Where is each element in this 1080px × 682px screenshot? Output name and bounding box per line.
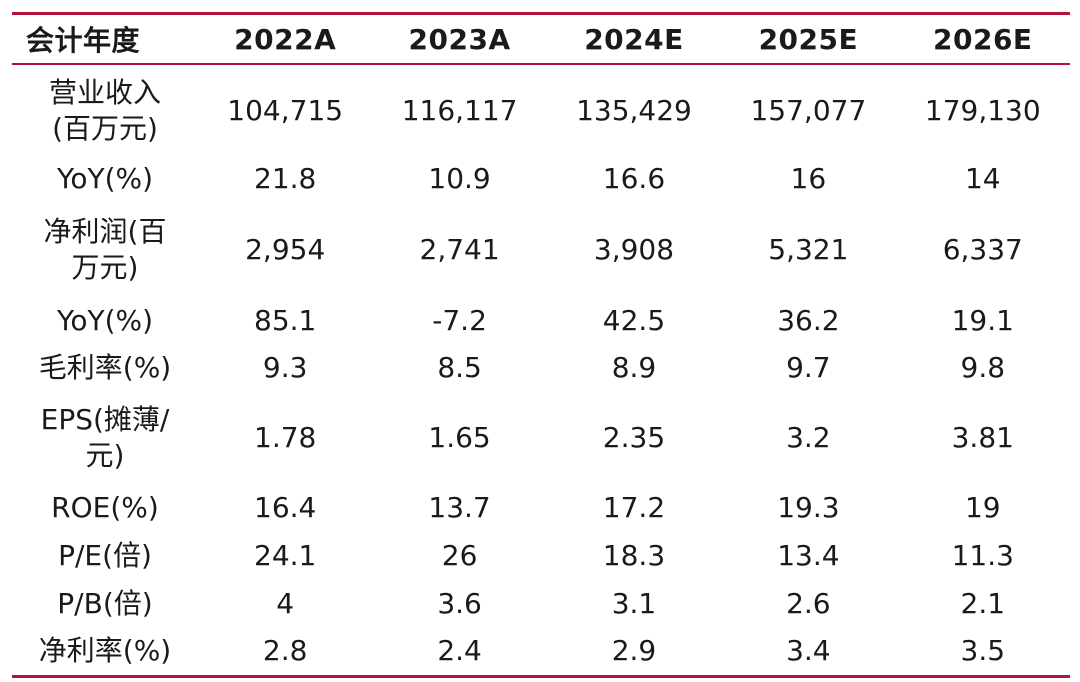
value-cell: 19.3 — [777, 491, 840, 524]
row-label-cell: EPS(摊薄/ 元) — [12, 392, 198, 484]
row-label-cell: P/B(倍) — [57, 587, 153, 620]
table-row-revenue: 营业收入 (百万元) 104,715 116,117 135,429 157,0… — [12, 64, 1070, 156]
value-cell: 16.4 — [254, 491, 317, 524]
row-label-cell: 毛利率(%) — [38, 351, 172, 384]
value-cell: 3.4 — [721, 628, 896, 678]
row-label-line: EPS(摊薄/ — [40, 403, 170, 436]
row-label-line: 净利润(百 — [43, 215, 167, 248]
header-year-cell: 2026E — [895, 12, 1070, 65]
value-cell: 14 — [964, 162, 1001, 195]
table-row-net-profit-yoy: YoY(%) 85.1 -7.2 42.5 36.2 19.1 — [12, 298, 1070, 344]
value-cell: 16 — [790, 162, 827, 195]
value-cell: 3.2 — [786, 421, 831, 454]
table-row-pe: P/E(倍) 24.1 26 18.3 13.4 11.3 — [12, 532, 1070, 580]
row-label-line: 元) — [85, 439, 125, 472]
table-row-revenue-yoy: YoY(%) 21.8 10.9 16.6 16 14 — [12, 156, 1070, 202]
row-label-cell: P/E(倍) — [58, 539, 152, 572]
value-cell: 2.1 — [960, 587, 1006, 620]
value-cell: 8.5 — [437, 351, 482, 384]
table-row-pb: P/B(倍) 4 3.6 3.1 2.6 2.1 — [12, 580, 1070, 628]
value-cell: 11.3 — [951, 539, 1014, 572]
value-cell: 3,908 — [593, 233, 675, 266]
row-label-cell: 营业收入 (百万元) — [12, 64, 198, 156]
value-cell: 17.2 — [602, 491, 666, 524]
header-year-cell: 2025E — [721, 12, 896, 65]
row-label-cell: ROE(%) — [51, 491, 159, 524]
value-cell: 2.8 — [198, 628, 373, 678]
row-label-cell: 净利润(百 万元) — [12, 202, 198, 298]
value-cell: 13.7 — [428, 491, 491, 524]
row-label-line: 万元) — [71, 251, 139, 284]
header-label-cell: 会计年度 — [12, 12, 198, 65]
value-cell: 3.5 — [895, 628, 1070, 678]
value-cell: 21.8 — [254, 162, 317, 195]
value-cell: 3.1 — [611, 587, 657, 620]
value-cell: 2.6 — [786, 587, 831, 620]
value-cell: 9.8 — [960, 351, 1006, 384]
value-cell: 135,429 — [576, 93, 692, 127]
value-cell: 85.1 — [254, 304, 317, 337]
table-row-gross-margin: 毛利率(%) 9.3 8.5 8.9 9.7 9.8 — [12, 344, 1070, 392]
value-cell: -7.2 — [432, 304, 487, 337]
value-cell: 16.6 — [602, 162, 666, 195]
value-cell: 26 — [441, 539, 478, 572]
row-label-line: (百万元) — [52, 111, 158, 145]
value-cell: 5,321 — [768, 233, 849, 266]
value-cell: 2.35 — [602, 421, 666, 454]
row-label-cell: 净利率(%) — [12, 628, 198, 678]
header-year-cell: 2022A — [198, 12, 373, 65]
value-cell: 116,117 — [401, 93, 518, 127]
value-cell: 2.4 — [372, 628, 547, 678]
forecast-table-container: 会计年度 2022A 2023A 2024E 2025E 2026E 营业收入 … — [12, 12, 1070, 678]
value-cell: 19 — [964, 491, 1001, 524]
table-row-net-profit: 净利润(百 万元) 2,954 2,741 3,908 5,321 6,337 — [12, 202, 1070, 298]
value-cell: 36.2 — [777, 304, 840, 337]
row-label-line: 营业收入 — [48, 75, 161, 109]
value-cell: 19.1 — [951, 304, 1014, 337]
value-cell: 9.7 — [786, 351, 831, 384]
header-year-cell: 2024E — [546, 12, 722, 65]
value-cell: 6,337 — [942, 233, 1023, 266]
financial-forecast-table: 会计年度 2022A 2023A 2024E 2025E 2026E 营业收入 … — [12, 12, 1070, 678]
value-cell: 9.3 — [262, 351, 308, 384]
value-cell: 2.9 — [546, 628, 722, 678]
table-row-roe: ROE(%) 16.4 13.7 17.2 19.3 19 — [12, 484, 1070, 532]
header-year-cell: 2023A — [372, 12, 547, 65]
row-label-cell: YoY(%) — [56, 162, 154, 195]
value-cell: 24.1 — [254, 539, 317, 572]
value-cell: 18.3 — [602, 539, 666, 572]
value-cell: 4 — [276, 587, 295, 620]
value-cell: 42.5 — [602, 304, 666, 337]
value-cell: 3.81 — [951, 421, 1014, 454]
value-cell: 179,130 — [924, 93, 1041, 127]
value-cell: 2,741 — [419, 233, 500, 266]
value-cell: 104,715 — [227, 93, 344, 127]
value-cell: 3.6 — [437, 587, 482, 620]
value-cell: 1.78 — [254, 421, 317, 454]
value-cell: 13.4 — [777, 539, 840, 572]
table-row-net-margin: 净利率(%) 2.8 2.4 2.9 3.4 3.5 — [12, 628, 1070, 678]
table-row-eps: EPS(摊薄/ 元) 1.78 1.65 2.35 3.2 3.81 — [12, 392, 1070, 484]
row-label-cell: YoY(%) — [56, 304, 154, 337]
value-cell: 2,954 — [245, 233, 326, 266]
header-row: 会计年度 2022A 2023A 2024E 2025E 2026E — [12, 12, 1070, 65]
value-cell: 10.9 — [428, 162, 491, 195]
value-cell: 1.65 — [428, 421, 491, 454]
value-cell: 157,077 — [750, 93, 867, 127]
value-cell: 8.9 — [611, 351, 657, 384]
